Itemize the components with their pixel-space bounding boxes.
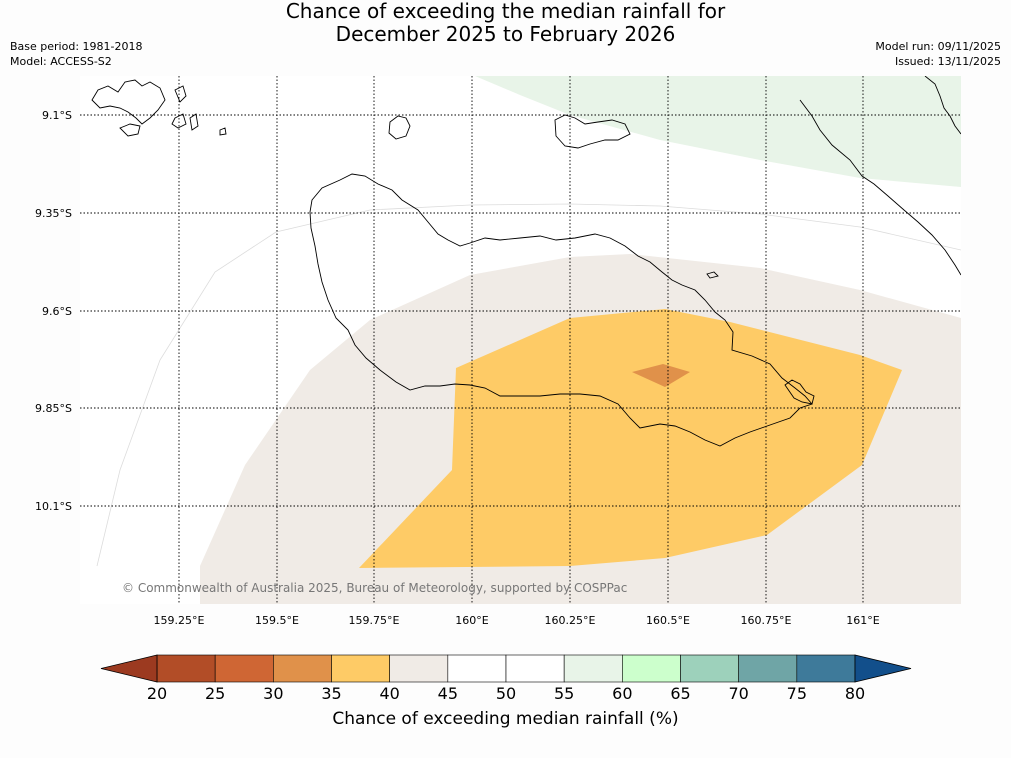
colorbar-cell — [622, 654, 681, 683]
lon-label: 161°E — [846, 614, 879, 627]
colorbar-tick-label: 75 — [787, 684, 807, 703]
lon-label: 159.5°E — [255, 614, 299, 627]
colorbar-tick-label: 40 — [379, 684, 399, 703]
lon-label: 160°E — [455, 614, 488, 627]
lat-label: 10.1°S — [35, 500, 72, 513]
graticule — [80, 76, 961, 604]
title-line-2: December 2025 to February 2026 — [335, 22, 676, 46]
colorbar: 20 25 30 35 40 45 50 55 60 65 70 75 80 — [100, 654, 912, 703]
coastline-small-islet — [706, 271, 719, 279]
colorbar-cell — [796, 654, 856, 683]
probability-region-55-60 — [475, 76, 961, 187]
lon-label: 160.25°E — [545, 614, 596, 627]
lon-label: 160.75°E — [741, 614, 792, 627]
colorbar-cell — [563, 654, 623, 683]
lat-label: 9.1°S — [42, 109, 72, 122]
colorbar-tick-label: 65 — [670, 684, 690, 703]
colorbar-cell — [389, 654, 449, 683]
colorbar-cell — [273, 654, 332, 683]
meta-left: Base period: 1981-2018 Model: ACCESS-S2 — [10, 39, 142, 69]
colorbar-cell — [156, 654, 216, 683]
longitude-labels: 159.25°E 159.5°E 159.75°E 160°E 160.25°E… — [154, 614, 880, 627]
copyright-notice: © Commonwealth of Australia 2025, Bureau… — [122, 581, 627, 595]
lon-label: 160.5°E — [646, 614, 690, 627]
colorbar-tick-label: 35 — [321, 684, 341, 703]
probability-contour-45-50 — [96, 203, 961, 567]
map-svg: 9.1°S 9.35°S 9.6°S 9.85°S 10.1°S 159.25°… — [35, 76, 961, 627]
colorbar-cells — [156, 654, 856, 683]
colorbar-cell — [331, 654, 390, 683]
colorbar-over-arrow — [854, 654, 912, 683]
colorbar-cell — [505, 654, 565, 683]
colorbar-ticks: 20 25 30 35 40 45 50 55 60 65 70 75 80 — [147, 684, 865, 703]
colorbar-cell — [214, 654, 274, 683]
issued-date: Issued: 13/11/2025 — [894, 55, 1001, 68]
lat-label: 9.35°S — [35, 207, 72, 220]
model-run: Model run: 09/11/2025 — [875, 40, 1001, 53]
lon-label: 159.25°E — [154, 614, 205, 627]
colorbar-tick-label: 70 — [728, 684, 748, 703]
coastline-florida-islands — [554, 114, 631, 149]
meta-right: Model run: 09/11/2025 Issued: 13/11/2025 — [875, 39, 1001, 69]
coastline-malaita — [799, 99, 961, 276]
colorbar-tick-label: 25 — [205, 684, 225, 703]
lon-label: 159.75°E — [349, 614, 400, 627]
probability-region-30-35 — [632, 364, 690, 387]
colorbar-cell — [680, 654, 739, 683]
colorbar-tick-label: 45 — [438, 684, 458, 703]
base-period: Base period: 1981-2018 — [10, 40, 143, 53]
colorbar-tick-label: 20 — [147, 684, 167, 703]
coastline-guadalcanal — [309, 173, 813, 447]
latitude-labels: 9.1°S 9.35°S 9.6°S 9.85°S 10.1°S — [35, 109, 72, 513]
coastline-savo — [388, 115, 411, 140]
lat-label: 9.6°S — [42, 305, 72, 318]
colorbar-under-arrow — [100, 654, 158, 683]
model-name: Model: ACCESS-S2 — [10, 55, 112, 68]
colorbar-tick-label: 30 — [263, 684, 283, 703]
colorbar-tick-label: 50 — [496, 684, 516, 703]
coastline-group — [91, 76, 961, 447]
coastline-marau-islands — [784, 379, 815, 405]
title-line-1: Chance of exceeding the median rainfall … — [285, 0, 726, 23]
colorbar-tick-label: 80 — [845, 684, 865, 703]
colorbar-cell — [447, 654, 507, 683]
coastline-northwest-islands — [91, 79, 227, 137]
coastline-malaita-north — [924, 76, 961, 135]
colorbar-tick-label: 55 — [554, 684, 574, 703]
lat-label: 9.85°S — [35, 402, 72, 415]
map-title: Chance of exceeding the median rainfall … — [0, 0, 1011, 46]
colorbar-cell — [738, 654, 798, 683]
colorbar-tick-label: 60 — [612, 684, 632, 703]
colorbar-label: Chance of exceeding median rainfall (%) — [332, 709, 679, 729]
